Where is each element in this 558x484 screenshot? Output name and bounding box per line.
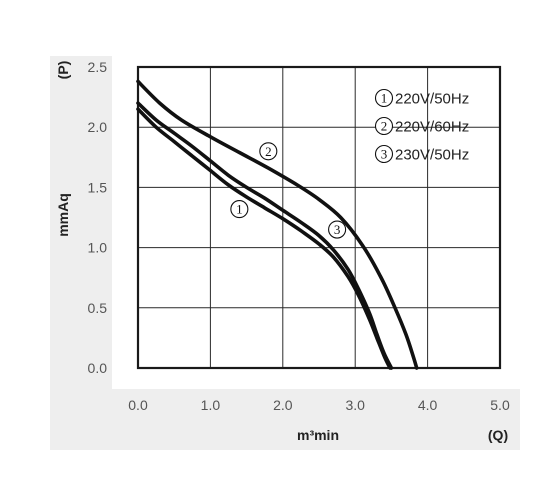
y-tick-label: 0.5	[88, 300, 108, 316]
y-axis-unit: (P)	[55, 61, 71, 80]
legend-item: 1 220V/50Hz	[374, 88, 469, 108]
legend-marker-number: 3	[381, 147, 388, 162]
x-axis-unit: (Q)	[488, 427, 508, 443]
series-marker-circle	[230, 200, 249, 219]
series-marker-circle	[259, 142, 278, 161]
y-tick-label: 2.5	[88, 59, 108, 75]
y-axis-title: mmAq	[55, 193, 71, 237]
x-tick-label: 2.0	[273, 397, 293, 413]
x-tick-label: 0.0	[128, 397, 148, 413]
series-line-1	[136, 107, 392, 370]
x-tick-label: 4.0	[418, 397, 438, 413]
series-markers: 1 2 3	[230, 142, 347, 239]
legend-marker-number: 2	[381, 119, 388, 134]
series-marker-circle	[328, 220, 347, 239]
axis-band-bottom	[50, 389, 520, 450]
plot-frame	[136, 65, 502, 370]
legend-marker-number: 1	[381, 91, 388, 106]
series-group	[136, 79, 419, 370]
y-tick-label: 1.5	[88, 179, 108, 195]
legend-marker-circle	[374, 144, 394, 164]
legend-label: 230V/50Hz	[395, 147, 469, 164]
y-tick-label: 0.0	[88, 360, 108, 376]
series-marker-2: 2	[259, 142, 278, 161]
x-tick-label: 1.0	[201, 397, 221, 413]
legend-label: 220V/60Hz	[395, 119, 469, 136]
series-line-2	[136, 79, 419, 370]
series-marker-number: 2	[265, 144, 272, 159]
y-tick-labels: 0.0 0.5 1.0 1.5 2.0 2.5	[88, 59, 108, 376]
x-axis-title: m³min	[297, 427, 339, 443]
x-tick-label: 3.0	[345, 397, 365, 413]
plot-area	[112, 56, 520, 389]
grid	[137, 66, 501, 369]
series-marker-number: 3	[334, 222, 341, 237]
series-marker-3: 3	[328, 220, 347, 239]
y-tick-label: 2.0	[88, 119, 108, 135]
legend-marker-circle	[374, 116, 394, 136]
axis-band-left	[50, 56, 112, 450]
legend-marker-circle	[374, 88, 394, 108]
legend-item: 3 230V/50Hz	[374, 144, 469, 164]
legend-item: 2 220V/60Hz	[374, 116, 469, 136]
x-tick-labels: 0.0 1.0 2.0 3.0 4.0 5.0	[128, 397, 510, 413]
series-line-3	[136, 101, 394, 370]
x-tick-label: 5.0	[490, 397, 510, 413]
legend: 1 220V/50Hz 2 220V/60Hz 3 230V/50Hz	[374, 88, 469, 164]
y-tick-label: 1.0	[88, 240, 108, 256]
series-marker-1: 1	[230, 200, 249, 219]
legend-label: 220V/50Hz	[395, 91, 469, 108]
series-marker-number: 1	[236, 202, 243, 217]
